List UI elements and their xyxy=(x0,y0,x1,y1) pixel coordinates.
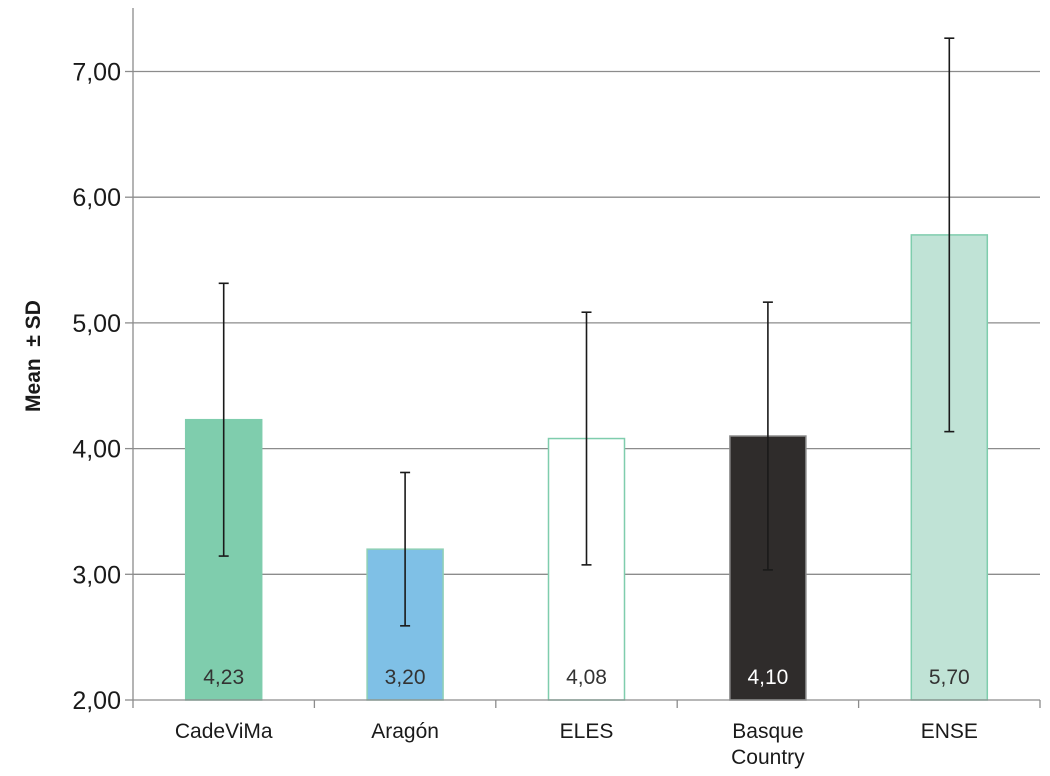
x-category-label: Country xyxy=(731,746,805,769)
error-bars xyxy=(218,37,955,627)
x-category-label: ENSE xyxy=(921,720,978,743)
y-tick-label: 4,00 xyxy=(72,436,121,464)
axes xyxy=(125,8,1041,708)
data-label: 3,20 xyxy=(385,666,426,689)
data-label: 5,70 xyxy=(929,666,970,689)
x-category-label: ELES xyxy=(560,720,614,743)
y-axis-label: Mean ± SD xyxy=(22,300,45,412)
y-tick-label: 2,00 xyxy=(72,687,121,715)
y-tick-label: 6,00 xyxy=(72,184,121,212)
bars xyxy=(184,234,989,701)
x-category-label: Aragón xyxy=(371,720,439,743)
labels: 2,00 3,00 4,00 5,00 6,00 7,00 4,23 CadeViMa 3,20… xyxy=(72,59,978,770)
x-category-label: CadeViMa xyxy=(175,720,273,743)
data-label: 4,10 xyxy=(747,666,788,689)
y-tick-label: 5,00 xyxy=(72,310,121,338)
data-label: 4,08 xyxy=(566,666,607,689)
y-tick-label: 7,00 xyxy=(72,59,121,87)
x-category-label: Basque xyxy=(732,720,803,743)
data-label: 4,23 xyxy=(203,666,244,689)
y-tick-label: 3,00 xyxy=(72,561,121,589)
